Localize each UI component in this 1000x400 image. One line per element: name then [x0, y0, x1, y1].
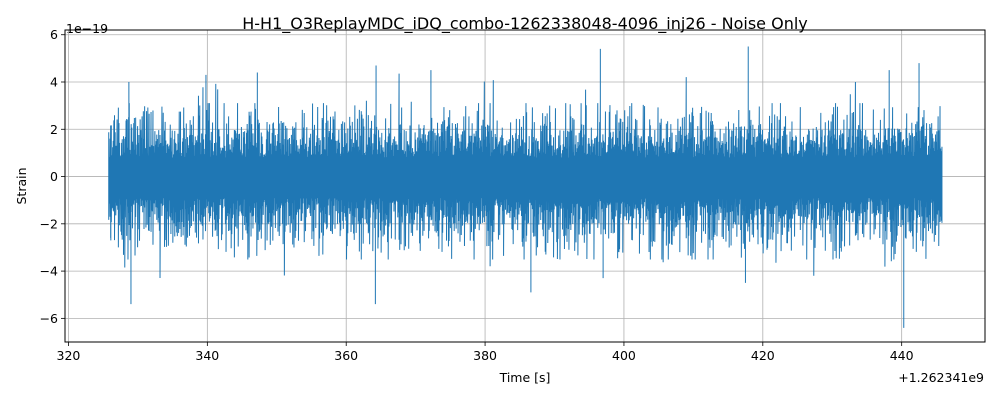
x-tick-label: 340 — [195, 348, 219, 363]
plot-area — [108, 46, 943, 328]
y-tick-label: −6 — [40, 311, 58, 326]
y-tick-label: 4 — [50, 75, 58, 90]
x-tick-label: 360 — [334, 348, 358, 363]
y-axis: −6 −4 −2 0 2 4 6 — [40, 27, 65, 326]
chart-title: H-H1_O3ReplayMDC_iDQ_combo-1262338048-40… — [242, 14, 808, 34]
y-scale-label: 1e−19 — [66, 21, 108, 36]
y-tick-label: −4 — [40, 264, 58, 279]
y-tick-label: 0 — [50, 169, 58, 184]
y-tick-label: 6 — [50, 27, 58, 42]
x-axis: 320 340 360 380 400 420 440 — [57, 342, 914, 363]
x-axis-label: Time [s] — [499, 370, 551, 385]
plot-frame — [64, 29, 986, 343]
y-axis-label: Strain — [14, 167, 29, 204]
x-tick-label: 420 — [751, 348, 775, 363]
y-tick-label: −2 — [40, 216, 58, 231]
x-offset-label: +1.262341e9 — [898, 370, 984, 385]
y-tick-label: 2 — [50, 122, 58, 137]
strain-series-line — [108, 46, 943, 328]
x-tick-label: 320 — [57, 348, 81, 363]
x-tick-label: 380 — [473, 348, 497, 363]
x-tick-label: 400 — [612, 348, 636, 363]
x-tick-label: 440 — [890, 348, 914, 363]
